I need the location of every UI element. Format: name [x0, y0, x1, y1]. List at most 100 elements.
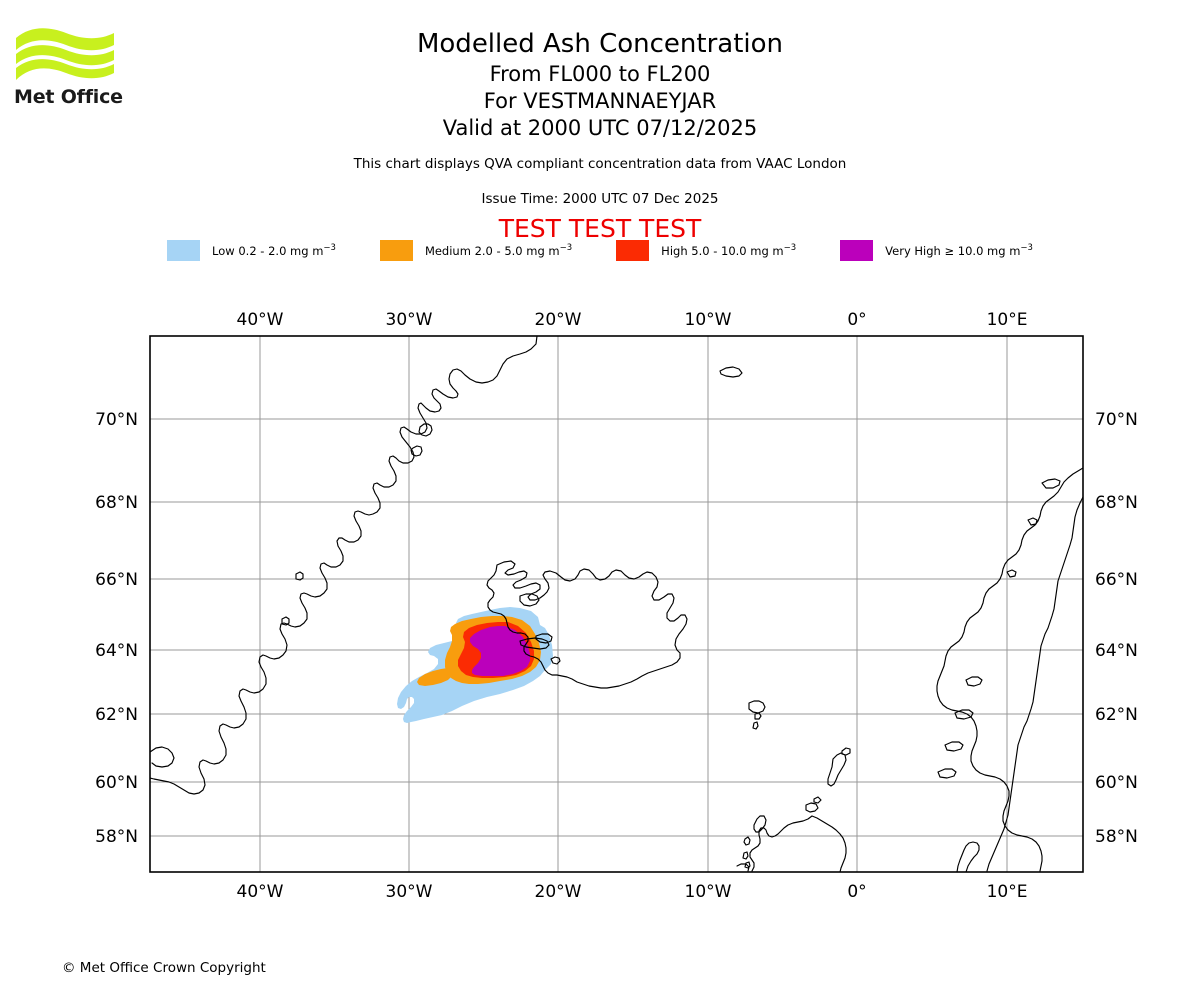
lat-tick-right-68: 68°N	[1095, 493, 1138, 513]
greenland-south-coast	[150, 746, 175, 768]
iceland-fjord-detail-2	[535, 633, 553, 644]
lat-tick-right-64: 64°N	[1095, 641, 1138, 661]
orkney-islands-coastline	[805, 802, 819, 813]
jan-mayen-island	[719, 366, 743, 378]
greenland-fjord-detail-1	[418, 423, 433, 437]
lon-tick-top--10: 10°W	[685, 310, 732, 330]
denmark-coastline	[956, 841, 980, 872]
lat-tick-left-70: 70°N	[95, 410, 138, 430]
greenland-fjord-detail-3	[295, 571, 304, 581]
iceland-coastline	[486, 560, 688, 689]
lon-tick-bottom--20: 20°W	[535, 882, 582, 902]
lon-tick-top-10: 10°E	[987, 310, 1028, 330]
test-banner: TEST TEST TEST	[498, 214, 702, 243]
lat-tick-right-62: 62°N	[1095, 705, 1138, 725]
met-office-wordmark: Met Office	[14, 86, 123, 108]
met-office-wave-mark	[16, 28, 114, 80]
sweden-coastline	[986, 496, 1083, 872]
scotland-island-detail-1	[742, 851, 749, 860]
greenland-fjord-detail-2	[410, 445, 423, 457]
lon-tick-top--40: 40°W	[237, 310, 284, 330]
copyright-notice: © Met Office Crown Copyright	[62, 960, 266, 976]
legend-label-high: High 5.0 - 10.0 mg m−3	[661, 242, 797, 258]
lat-tick-right-66: 66°N	[1095, 570, 1138, 590]
shetland-islands-coastline	[827, 752, 847, 787]
plume-medium-band	[445, 616, 541, 684]
norway-coastline	[936, 467, 1083, 872]
legend-label-low: Low 0.2 - 2.0 mg m−3	[212, 242, 336, 258]
lat-tick-right-60: 60°N	[1095, 773, 1138, 793]
longitude-axis-bottom: 40°W 30°W 20°W 10°W 0° 10°E	[237, 882, 1028, 902]
legend-swatch-high	[616, 240, 650, 261]
plume-medium-streak	[417, 668, 452, 686]
faroe-islands-detail-2	[752, 721, 759, 730]
scotland-hebrides-outer	[753, 815, 767, 833]
concentration-legend: Low 0.2 - 2.0 mg m−3 Medium 2.0 - 5.0 mg…	[0, 240, 1200, 261]
ireland-coastline	[736, 863, 750, 872]
scotland-hebrides-inner	[743, 836, 751, 846]
ash-plume	[397, 607, 553, 723]
plume-high-band	[458, 622, 534, 678]
lon-tick-bottom--30: 30°W	[386, 882, 433, 902]
lon-tick-top--20: 20°W	[535, 310, 582, 330]
legend-label-very-high: Very High ≥ 10.0 mg m−3	[885, 242, 1033, 258]
met-office-logo: Met Office	[14, 24, 134, 114]
longitude-axis-top: 40°W 30°W 20°W 10°W 0° 10°E	[237, 310, 1028, 330]
coastlines	[150, 336, 1083, 872]
lon-tick-bottom--10: 10°W	[685, 882, 732, 902]
map-plot-background	[150, 336, 1083, 872]
norway-fjord-detail-2	[954, 709, 974, 720]
flight-level-range: From FL000 to FL200	[489, 62, 711, 86]
latitude-axis-right: 58°N 60°N 62°N 64°N 66°N 68°N 70°N	[1095, 410, 1138, 847]
valid-time: Valid at 2000 UTC 07/12/2025	[442, 116, 758, 140]
lat-tick-left-62: 62°N	[95, 705, 138, 725]
greenland-coastline	[150, 336, 538, 795]
graticule-gridlines	[150, 336, 1083, 872]
map-plot-frame	[149, 335, 1084, 873]
lat-tick-right-58: 58°N	[1095, 827, 1138, 847]
chart-title-block: Modelled Ash Concentration From FL000 to…	[0, 28, 1200, 142]
legend-label-medium: Medium 2.0 - 5.0 mg m−3	[424, 242, 573, 258]
lat-tick-left-66: 66°N	[95, 570, 138, 590]
qva-disclaimer: This chart displays QVA compliant concen…	[353, 156, 847, 172]
shetland-islands-detail	[841, 747, 851, 756]
issue-time: Issue Time: 2000 UTC 07 Dec 2025	[481, 191, 719, 207]
orkney-islands-detail	[813, 796, 822, 804]
scotland-coastline	[749, 815, 847, 872]
norway-fjord-detail-3	[944, 741, 964, 752]
scotland-island-detail-2	[744, 861, 751, 869]
lon-tick-top--30: 30°W	[386, 310, 433, 330]
plume-low-band	[397, 607, 553, 723]
lat-tick-left-68: 68°N	[95, 493, 138, 513]
latitude-axis-left: 58°N 60°N 62°N 64°N 66°N 68°N 70°N	[95, 410, 138, 847]
greenland-fjord-detail-4	[281, 616, 290, 626]
lat-tick-left-64: 64°N	[95, 641, 138, 661]
legend-item-high: High 5.0 - 10.0 mg m−3	[616, 240, 796, 261]
norway-lofoten-islands	[1041, 478, 1061, 489]
volcano-name: For VESTMANNAEYJAR	[483, 89, 717, 113]
page-title: Modelled Ash Concentration	[416, 29, 784, 59]
lat-tick-left-60: 60°N	[95, 773, 138, 793]
lat-tick-right-70: 70°N	[1095, 410, 1138, 430]
norway-fjord-detail-1	[965, 676, 983, 687]
iceland-fjord-detail-1	[519, 593, 540, 607]
plume-very-high-band	[470, 626, 530, 676]
lat-tick-left-58: 58°N	[95, 827, 138, 847]
lon-tick-top-0: 0°	[847, 310, 866, 330]
norway-island-detail-1	[1027, 517, 1038, 526]
lon-tick-bottom--40: 40°W	[237, 882, 284, 902]
legend-swatch-low	[167, 240, 201, 261]
legend-item-medium: Medium 2.0 - 5.0 mg m−3	[379, 240, 573, 261]
faroe-islands-detail	[754, 712, 762, 720]
iceland-vestmannaeyjar-islands	[550, 656, 561, 665]
legend-item-low: Low 0.2 - 2.0 mg m−3	[167, 240, 336, 261]
norway-island-detail-2	[1006, 569, 1017, 578]
lon-tick-bottom-10: 10°E	[987, 882, 1028, 902]
norway-fjord-detail-4	[937, 768, 957, 779]
legend-swatch-medium	[379, 240, 413, 261]
legend-swatch-very-high	[840, 240, 874, 261]
iceland-peninsula-snaefellsnes	[519, 637, 550, 650]
faroe-islands-coastline	[748, 700, 766, 714]
legend-item-very-high: Very High ≥ 10.0 mg m−3	[840, 240, 1033, 261]
